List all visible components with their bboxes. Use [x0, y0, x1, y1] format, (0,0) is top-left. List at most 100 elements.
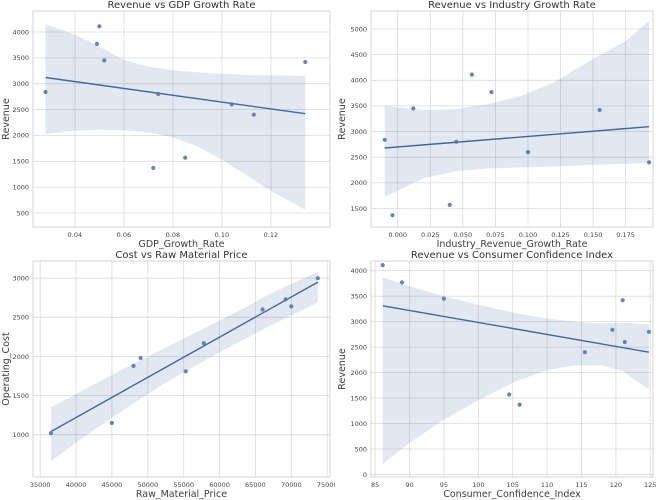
data-point	[151, 165, 156, 171]
chart-cost-vs-raw-material-price: 35000 40000 45000 50000 55000 60000 65000 70000…	[1, 250, 335, 500]
x-tick-label: 60000	[209, 481, 230, 489]
y-tick-label: 500	[17, 209, 29, 217]
data-point	[48, 431, 54, 436]
tick-labels: 35000 40000 45000 50000 55000 60000 65000 70000…	[12, 275, 335, 490]
x-tick-label: 0.075	[486, 231, 505, 239]
x-tick-label: 115	[575, 481, 587, 489]
x-tick-label: 90	[405, 481, 413, 489]
data-point	[156, 91, 161, 97]
x-tick-label: 40000	[66, 481, 87, 489]
data-point	[260, 307, 265, 312]
data-point	[289, 304, 294, 309]
x-tick-label: 75000	[317, 481, 335, 489]
scatter-points	[43, 24, 308, 171]
y-tick-label: 3500	[12, 54, 29, 62]
chart-title: Revenue vs Industry Growth Rate	[428, 0, 596, 11]
y-tick-label: 2500	[12, 314, 29, 322]
y-tick-label: 3000	[350, 128, 367, 136]
regression-line	[50, 281, 319, 433]
y-tick-label: 3500	[350, 102, 367, 110]
y-tick-label: 5000	[350, 25, 367, 33]
data-point	[390, 213, 395, 218]
x-tick-label: 95	[440, 481, 448, 489]
y-tick-label: 2500	[12, 106, 29, 114]
chart-title: Revenue vs Consumer Confidence Index	[411, 250, 613, 261]
data-point	[441, 296, 446, 301]
y-tick-label: 4000	[350, 267, 367, 275]
confidence-band	[384, 20, 650, 197]
x-tick-label: 0.12	[264, 231, 278, 239]
x-tick-label: 70000	[281, 481, 302, 489]
data-point	[622, 339, 627, 345]
x-tick-label: 85	[371, 481, 379, 489]
data-point	[251, 112, 256, 117]
data-point	[131, 363, 136, 368]
x-axis-label: GDP_Growth_Rate	[138, 239, 224, 250]
x-tick-label: 65000	[245, 481, 266, 489]
y-tick-label: 4500	[350, 51, 367, 59]
y-tick-label: 1500	[350, 205, 367, 213]
y-tick-label: 500	[355, 445, 367, 453]
regression-line	[382, 305, 650, 353]
x-tick-label: 0.06	[117, 231, 131, 239]
data-point	[411, 106, 416, 111]
plot-border	[32, 260, 331, 478]
data-point	[582, 350, 587, 355]
data-point	[138, 355, 143, 361]
y-axis-label: Revenue	[337, 98, 348, 140]
y-tick-label: 1000	[12, 183, 29, 191]
y-tick-label: 1000	[350, 420, 367, 428]
tick-labels: 0.04 0.06 0.08 0.10 0.12 500 1000 1500 2000 2500 3…	[12, 28, 278, 239]
data-point	[447, 202, 452, 207]
x-tick-label: 0.100	[519, 231, 538, 239]
y-tick-label: 1000	[12, 431, 29, 439]
regression-line	[45, 76, 306, 115]
data-point	[97, 24, 102, 29]
chart-revenue-vs-consumer-confidence-index: 85 90 95 100 105 110 115 120 125 0 500 1000 1500 2000…	[337, 250, 656, 500]
x-tick-label: 45000	[102, 481, 123, 489]
chart-revenue-vs-industry-growth-rate: 0.000 0.025 0.050 0.075 0.100 0.125 0.150 0.175…	[337, 0, 654, 250]
y-tick-label: 2000	[350, 369, 367, 377]
data-point	[102, 58, 107, 63]
y-tick-label: 2000	[350, 179, 367, 187]
x-tick-label: 0.150	[584, 231, 603, 239]
x-tick-label: 0.025	[421, 231, 440, 239]
x-tick-label: 110	[541, 481, 553, 489]
x-tick-label: 50000	[137, 481, 158, 489]
y-tick-label: 4000	[12, 28, 29, 36]
y-tick-label: 0	[363, 471, 367, 479]
y-tick-label: 2000	[12, 132, 29, 140]
y-tick-label: 3500	[350, 293, 367, 301]
x-axis-label: Raw_Material_Price	[136, 489, 227, 500]
x-axis-label: Industry_Revenue_Growth_Rate	[437, 239, 588, 250]
data-point	[109, 420, 114, 426]
data-point	[183, 369, 188, 374]
x-tick-label: 100	[472, 481, 484, 489]
y-tick-label: 3000	[12, 275, 29, 283]
data-point	[283, 297, 288, 302]
data-point	[382, 137, 387, 142]
x-tick-label: 0.000	[388, 231, 407, 239]
x-tick-label: 0.175	[616, 231, 635, 239]
data-point	[94, 41, 100, 47]
data-point	[454, 139, 459, 144]
data-point	[43, 89, 48, 95]
data-point	[597, 107, 602, 113]
x-tick-label: 105	[506, 481, 518, 489]
y-tick-label: 2500	[350, 154, 367, 162]
x-tick-label: 35000	[30, 481, 51, 489]
y-tick-label: 1500	[12, 158, 29, 166]
x-tick-label: 125	[644, 481, 656, 489]
confidence-band	[50, 272, 318, 462]
scatter-points	[380, 263, 651, 407]
data-point	[525, 150, 531, 155]
grid-lines	[371, 11, 653, 227]
x-tick-label: 120	[610, 481, 622, 489]
y-axis-label: Revenue	[1, 98, 12, 140]
y-axis-label: Operating_Cost	[1, 332, 12, 406]
data-point	[183, 155, 188, 160]
data-point	[610, 327, 615, 332]
y-tick-label: 1500	[12, 392, 29, 400]
plot-border	[370, 10, 654, 228]
grid-lines	[371, 261, 653, 477]
